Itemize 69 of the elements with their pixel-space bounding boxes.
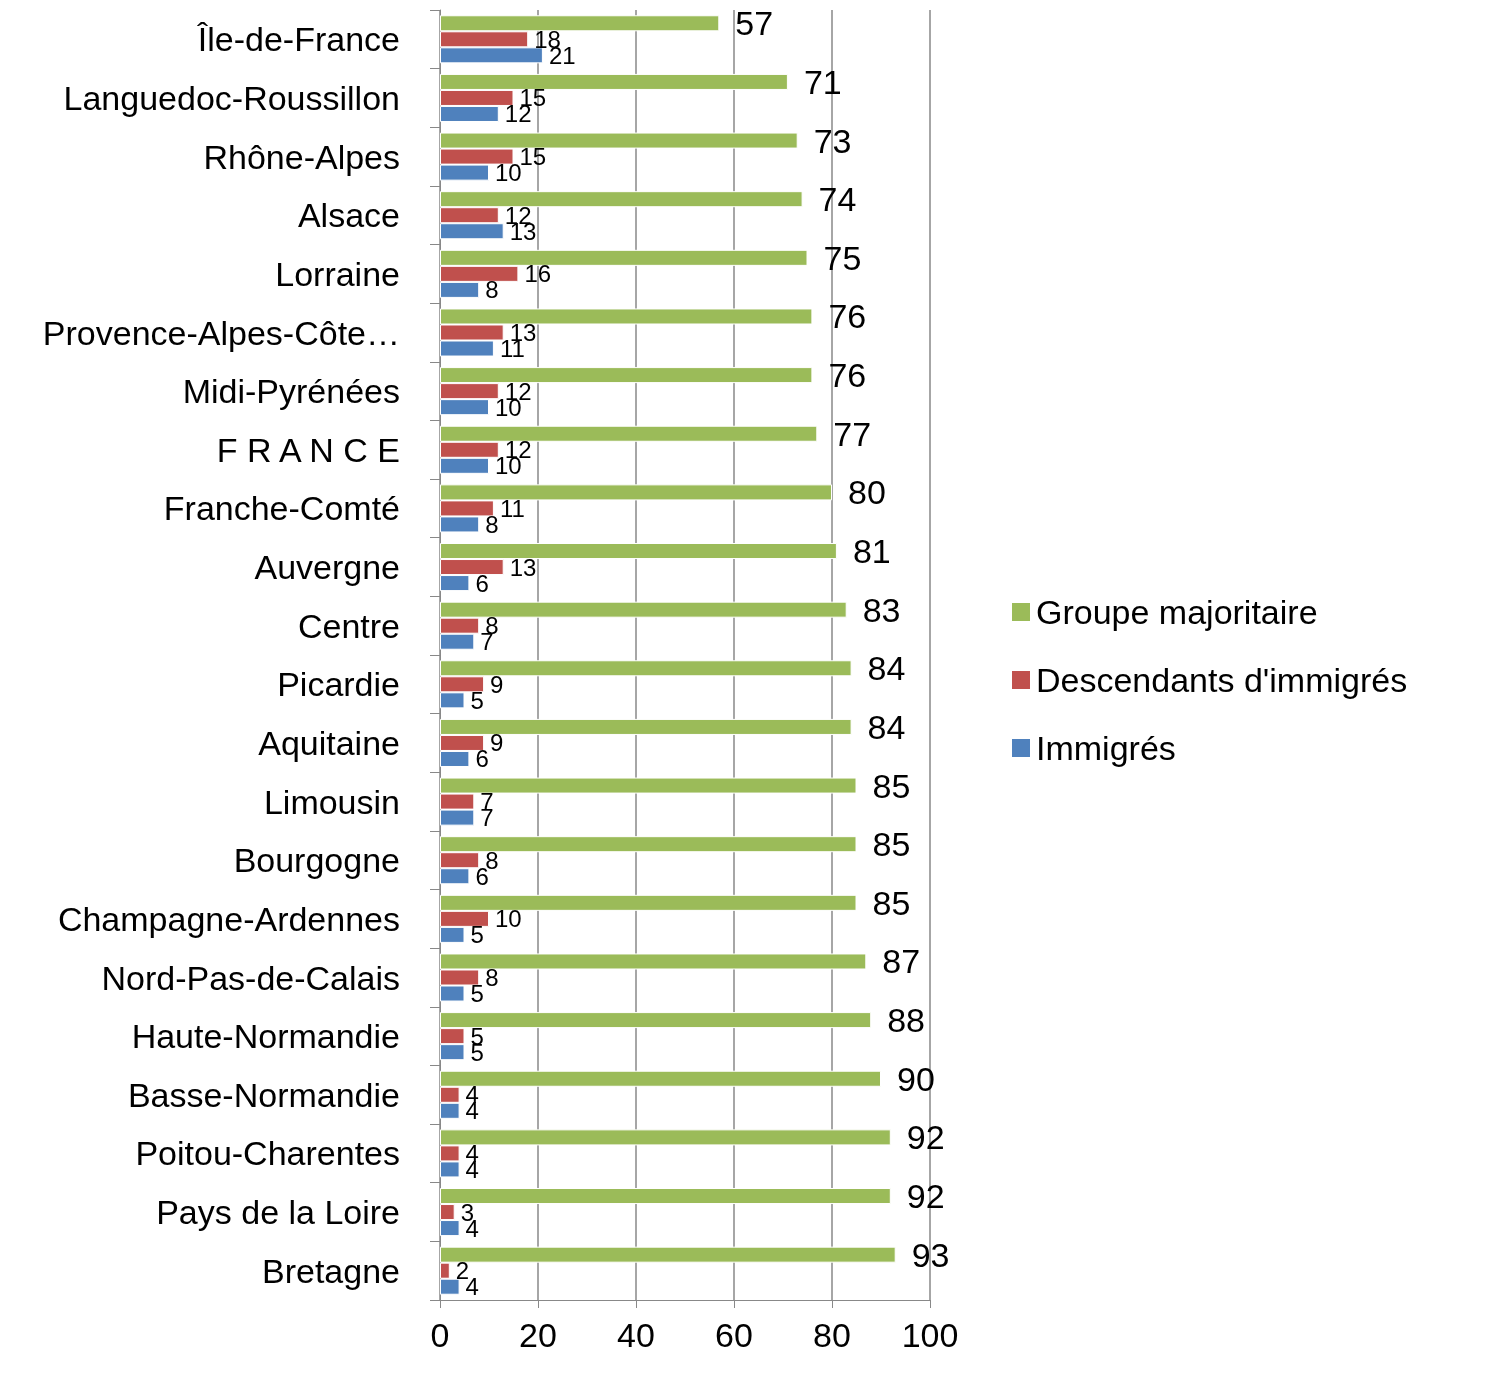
y-tick-label: F R A N C E: [216, 430, 400, 469]
y-tick-label: Auvergne: [254, 548, 400, 587]
y-tick-label: Lorraine: [275, 254, 400, 293]
y-tick-label: Aquitaine: [258, 723, 400, 762]
data-label: 92: [906, 1177, 945, 1216]
legend-label: Descendants d'immigrés: [1036, 661, 1408, 699]
x-tick-label: 60: [715, 1316, 753, 1354]
data-label: 84: [867, 649, 906, 688]
y-tick-label: Pays de la Loire: [156, 1193, 400, 1232]
data-label: 83: [862, 590, 901, 629]
y-tick-label: Haute-Normandie: [131, 1017, 400, 1056]
y-tick-label: Languedoc-Roussillon: [63, 78, 400, 117]
y-tick-label: Centre: [297, 606, 400, 645]
data-label: 9: [490, 729, 504, 757]
data-label: 75: [823, 238, 862, 277]
data-label: 74: [818, 180, 857, 219]
y-tick-label: Île-de-France: [196, 20, 400, 59]
data-label: 5: [470, 686, 484, 714]
data-label: 87: [882, 942, 921, 981]
data-label: 85: [872, 766, 911, 805]
y-tick-label: Rhône-Alpes: [203, 137, 400, 176]
data-label: 85: [872, 825, 911, 864]
data-label: 81: [852, 532, 891, 571]
y-tick-label: Champagne-Ardennes: [57, 899, 400, 938]
y-tick-label: Limousin: [263, 782, 400, 821]
data-label: 84: [867, 707, 906, 746]
x-tick-label: 80: [813, 1316, 851, 1354]
data-label: 85: [872, 883, 911, 922]
data-label: 88: [887, 1001, 926, 1040]
data-label: 76: [828, 356, 867, 395]
data-label: 10: [495, 905, 522, 933]
data-label: 73: [813, 121, 852, 160]
legend-label: Groupe majoritaire: [1036, 593, 1318, 631]
y-tick-label: Basse-Normandie: [127, 1075, 400, 1114]
data-label: 11: [499, 494, 525, 522]
data-label: 8: [485, 964, 499, 991]
data-label: 5: [470, 980, 484, 1008]
data-label: 5: [470, 921, 484, 949]
y-tick-label: Poitou-Charentes: [135, 1134, 400, 1173]
x-tick-label: 20: [519, 1316, 557, 1354]
data-label: 77: [833, 414, 872, 453]
data-label: 8: [485, 510, 499, 538]
data-label: 9: [490, 670, 504, 698]
data-label: 92: [906, 1118, 945, 1157]
y-tick-label: Nord-Pas-de-Calais: [101, 958, 400, 997]
y-tick-label: Midi-Pyrénées: [182, 372, 400, 411]
legend-label: Immigrés: [1036, 729, 1176, 767]
data-label: 16: [524, 260, 552, 288]
y-tick-label: Alsace: [297, 196, 400, 235]
data-label: 76: [828, 297, 867, 336]
y-tick-label: Picardie: [277, 665, 400, 704]
y-tick-label: Franche-Comté: [163, 489, 400, 528]
data-label: 57: [735, 4, 774, 43]
data-label: 6: [475, 569, 489, 597]
data-label: 8: [485, 276, 499, 304]
x-tick-label: 100: [901, 1316, 959, 1354]
data-label: 6: [475, 745, 489, 773]
data-label: 10: [495, 159, 522, 187]
data-label: 13: [509, 553, 537, 581]
data-label: 2: [455, 1257, 470, 1285]
x-tick-label: 40: [617, 1316, 655, 1354]
x-tick-label: 0: [430, 1316, 450, 1354]
y-tick-label: Bretagne: [262, 1251, 400, 1290]
data-label: 80: [848, 473, 886, 512]
data-label: 90: [897, 1059, 935, 1098]
y-tick-label: Provence-Alpes-Côte…: [42, 313, 400, 352]
data-label: 93: [911, 1235, 950, 1274]
y-tick-label: Bourgogne: [233, 841, 400, 880]
data-label: 71: [803, 62, 842, 101]
